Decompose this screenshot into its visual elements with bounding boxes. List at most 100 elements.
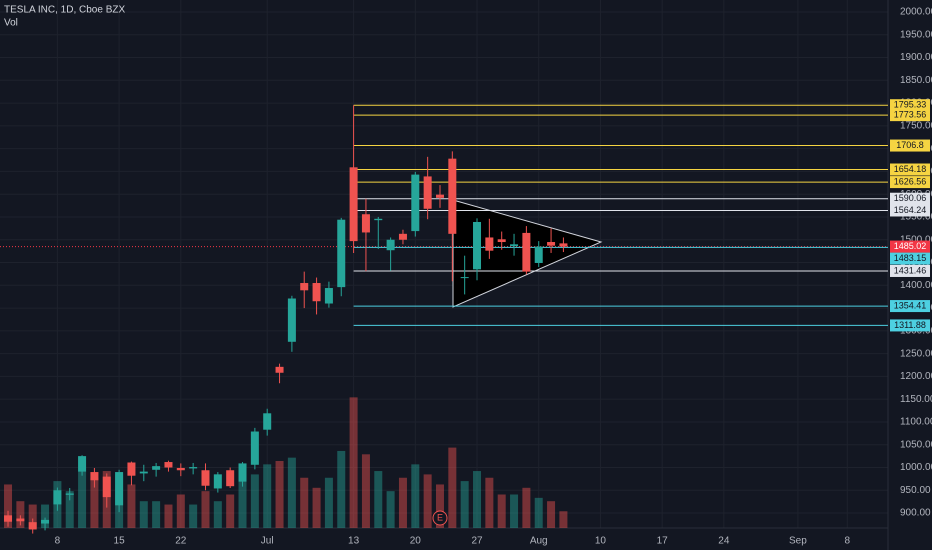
volume-bar [460, 481, 469, 528]
candle-body [127, 462, 136, 476]
candle-body [213, 474, 222, 489]
y-tick-label: 1500.00 [900, 234, 932, 245]
price-level-label: 1564.24 [894, 205, 927, 215]
candle-body [16, 518, 25, 522]
volume-bar [176, 494, 185, 528]
volume-bar [250, 474, 259, 528]
volume-bar [534, 497, 543, 528]
y-tick-label: 1050.00 [900, 439, 932, 450]
candle-body [312, 283, 321, 302]
x-tick-label: Sep [789, 536, 807, 547]
volume-bar [189, 504, 198, 528]
volume-title: Vol [4, 18, 18, 29]
symbol-title: TESLA INC, 1D, Cboe BZX [4, 5, 125, 16]
x-tick-label: 27 [471, 536, 483, 547]
volume-bar [473, 471, 482, 528]
candle-body [361, 214, 370, 233]
candle-body [4, 515, 13, 522]
volume-bar [547, 501, 556, 528]
volume-bar [398, 477, 407, 528]
candle-body [189, 467, 198, 469]
candle-body [300, 283, 309, 291]
candle-body [423, 176, 432, 209]
candle-body [386, 239, 395, 251]
candle-body [28, 522, 37, 530]
y-tick-label: 950.00 [900, 485, 931, 496]
y-tick-label: 1200.00 [900, 371, 932, 382]
x-tick-label: 10 [595, 536, 607, 547]
volume-bar [78, 471, 87, 528]
y-tick-label: 900.00 [900, 508, 931, 519]
volume-bar [374, 471, 383, 528]
candle-body [176, 467, 185, 471]
candle-body [201, 470, 210, 486]
candle-body [448, 158, 457, 234]
x-tick-label: Aug [530, 536, 548, 547]
candle-body [411, 174, 420, 232]
candle-body [152, 466, 161, 470]
price-level-label: 1311.88 [894, 320, 926, 330]
price-level-label: 1795.33 [894, 100, 927, 110]
y-tick-label: 1100.00 [900, 417, 932, 428]
candle-body [41, 519, 50, 524]
candle-body [102, 476, 111, 498]
volume-bar [312, 487, 321, 528]
candle-body [349, 167, 358, 242]
volume-bar [435, 484, 444, 528]
candle-body [53, 490, 62, 505]
candle-body [263, 413, 272, 430]
candle-body [115, 472, 124, 506]
volume-bar [497, 494, 506, 528]
candle-body [139, 471, 148, 474]
x-tick-label: 17 [657, 536, 669, 547]
earnings-icon[interactable] [432, 510, 448, 526]
y-tick-label: 1150.00 [900, 394, 932, 405]
y-tick-label: 1950.00 [900, 29, 932, 40]
candle-body [275, 366, 284, 373]
price-level-tag [890, 300, 930, 313]
y-tick-label: 2000.00 [900, 7, 932, 18]
candle-body [435, 194, 444, 198]
candle-body [473, 221, 482, 270]
candle-body [324, 288, 333, 304]
volume-bar [16, 501, 25, 528]
candle-body [90, 472, 99, 481]
x-tick-label: 15 [114, 536, 126, 547]
price-level-tag [890, 99, 930, 112]
volume-bar [287, 457, 296, 528]
candle-body [547, 242, 556, 246]
volume-bar [4, 484, 13, 528]
price-level-tag [890, 264, 930, 277]
candle-body [559, 243, 568, 247]
candle-body [164, 462, 173, 468]
candle-body [250, 431, 259, 465]
volume-bar [275, 461, 284, 528]
candle-body [460, 277, 469, 279]
volume-bar [510, 494, 519, 528]
y-tick-label: 1250.00 [900, 348, 932, 359]
price-level-label: 1354.41 [894, 300, 927, 310]
price-level-label: 1706.8 [896, 140, 924, 150]
x-tick-label: 20 [410, 536, 422, 547]
y-tick-label: 1850.00 [900, 75, 932, 86]
price-level-tag [890, 139, 930, 152]
price-level-label: 1590.06 [894, 193, 927, 203]
candle-body [226, 470, 235, 487]
candle-body [374, 218, 383, 221]
volume-bar [127, 484, 136, 528]
volume-bar [238, 474, 247, 528]
x-tick-label: 24 [718, 536, 730, 547]
candle-body [238, 463, 247, 482]
volume-bar [386, 491, 395, 528]
volume-bar [337, 450, 346, 528]
price-level-tag [890, 192, 930, 205]
volume-bar [423, 474, 432, 528]
x-tick-label: 13 [348, 536, 360, 547]
x-tick-label: 22 [175, 536, 187, 547]
x-tick-label: 8 [844, 536, 850, 547]
volume-bar [152, 501, 161, 528]
candle-body [287, 298, 296, 342]
y-tick-label: 1900.00 [900, 52, 932, 63]
volume-bar [559, 511, 568, 528]
